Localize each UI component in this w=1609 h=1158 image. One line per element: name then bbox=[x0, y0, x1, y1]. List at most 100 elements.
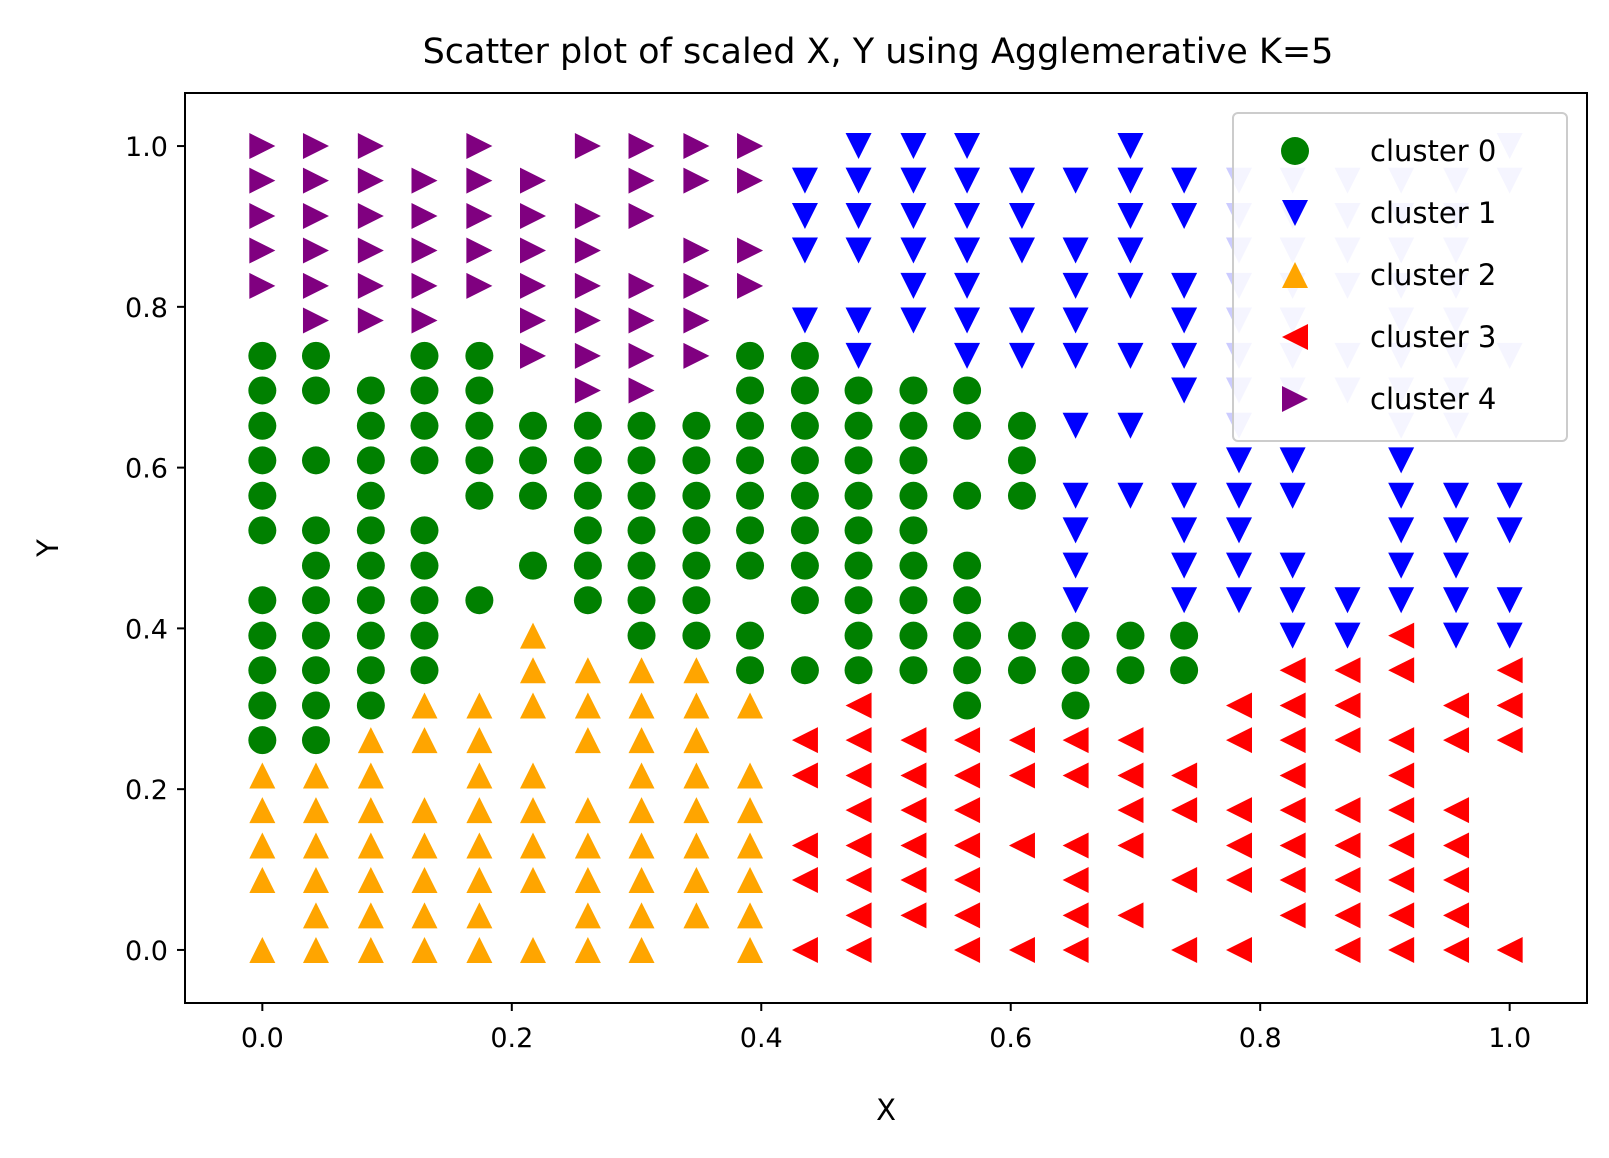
point-cluster-0 bbox=[627, 516, 656, 545]
point-cluster-1 bbox=[845, 237, 872, 264]
point-cluster-0 bbox=[248, 481, 277, 510]
point-cluster-2 bbox=[466, 797, 493, 824]
point-cluster-1 bbox=[1008, 202, 1035, 229]
point-cluster-1 bbox=[845, 342, 872, 369]
point-cluster-4 bbox=[628, 342, 655, 369]
point-cluster-3 bbox=[1496, 936, 1523, 963]
point-cluster-3 bbox=[1443, 902, 1470, 929]
point-cluster-0 bbox=[248, 691, 277, 720]
point-cluster-0 bbox=[356, 551, 385, 580]
point-cluster-4 bbox=[520, 202, 547, 229]
point-cluster-0 bbox=[899, 481, 928, 510]
point-cluster-4 bbox=[302, 272, 329, 299]
point-cluster-0 bbox=[410, 341, 439, 370]
point-cluster-3 bbox=[791, 727, 818, 754]
point-cluster-4 bbox=[411, 237, 438, 264]
point-cluster-1 bbox=[1225, 587, 1252, 614]
point-cluster-2 bbox=[302, 797, 329, 824]
point-cluster-4 bbox=[520, 237, 547, 264]
point-cluster-0 bbox=[844, 656, 873, 685]
point-cluster-4 bbox=[466, 237, 493, 264]
point-cluster-0 bbox=[301, 726, 330, 755]
point-cluster-2 bbox=[574, 727, 601, 754]
point-cluster-3 bbox=[1117, 832, 1144, 859]
point-cluster-4 bbox=[249, 202, 276, 229]
point-cluster-2 bbox=[737, 902, 764, 929]
point-cluster-0 bbox=[1116, 656, 1145, 685]
point-cluster-2 bbox=[357, 832, 384, 859]
point-cluster-3 bbox=[1117, 797, 1144, 824]
point-cluster-3 bbox=[1117, 902, 1144, 929]
point-cluster-4 bbox=[683, 237, 710, 264]
y-axis-label: Y bbox=[31, 539, 65, 558]
point-cluster-4 bbox=[628, 377, 655, 404]
point-cluster-4 bbox=[357, 307, 384, 334]
point-cluster-0 bbox=[410, 446, 439, 475]
point-cluster-3 bbox=[1008, 936, 1035, 963]
point-cluster-2 bbox=[574, 902, 601, 929]
point-cluster-0 bbox=[627, 446, 656, 475]
point-cluster-1 bbox=[1279, 447, 1306, 474]
point-cluster-3 bbox=[954, 762, 981, 789]
point-cluster-2 bbox=[683, 762, 710, 789]
point-cluster-0 bbox=[248, 411, 277, 440]
point-cluster-3 bbox=[1062, 832, 1089, 859]
point-cluster-0 bbox=[736, 341, 765, 370]
point-cluster-2 bbox=[737, 832, 764, 859]
point-cluster-1 bbox=[1279, 587, 1306, 614]
point-cluster-2 bbox=[628, 762, 655, 789]
point-cluster-0 bbox=[301, 341, 330, 370]
point-cluster-1 bbox=[1171, 377, 1198, 404]
point-cluster-3 bbox=[1388, 622, 1415, 649]
point-cluster-0 bbox=[410, 516, 439, 545]
point-cluster-0 bbox=[953, 621, 982, 650]
point-cluster-3 bbox=[1225, 727, 1252, 754]
point-cluster-3 bbox=[1062, 902, 1089, 929]
point-cluster-4 bbox=[357, 237, 384, 264]
point-cluster-3 bbox=[1388, 867, 1415, 894]
point-cluster-4 bbox=[411, 167, 438, 194]
point-cluster-0 bbox=[356, 621, 385, 650]
point-cluster-2 bbox=[411, 727, 438, 754]
point-cluster-2 bbox=[683, 727, 710, 754]
y-tick-label: 0.2 bbox=[125, 775, 168, 806]
point-cluster-1 bbox=[900, 202, 927, 229]
point-cluster-2 bbox=[628, 936, 655, 963]
point-cluster-0 bbox=[573, 551, 602, 580]
point-cluster-3 bbox=[1171, 762, 1198, 789]
point-cluster-3 bbox=[1062, 762, 1089, 789]
point-cluster-0 bbox=[736, 376, 765, 405]
point-cluster-0 bbox=[573, 481, 602, 510]
point-cluster-0 bbox=[1170, 656, 1199, 685]
point-cluster-0 bbox=[844, 481, 873, 510]
point-cluster-0 bbox=[953, 551, 982, 580]
point-cluster-3 bbox=[845, 902, 872, 929]
point-cluster-4 bbox=[574, 307, 601, 334]
point-cluster-2 bbox=[683, 867, 710, 894]
point-cluster-1 bbox=[1062, 167, 1089, 194]
legend-marker bbox=[1282, 262, 1308, 288]
point-cluster-2 bbox=[302, 867, 329, 894]
point-cluster-1 bbox=[1171, 272, 1198, 299]
point-cluster-0 bbox=[899, 586, 928, 615]
point-cluster-0 bbox=[573, 586, 602, 615]
point-cluster-1 bbox=[1496, 587, 1523, 614]
point-cluster-3 bbox=[1388, 936, 1415, 963]
point-cluster-0 bbox=[410, 376, 439, 405]
point-cluster-3 bbox=[1279, 762, 1306, 789]
point-cluster-1 bbox=[1225, 552, 1252, 579]
point-cluster-0 bbox=[899, 446, 928, 475]
point-cluster-1 bbox=[1225, 517, 1252, 544]
legend-label: cluster 0 bbox=[1370, 134, 1496, 168]
point-cluster-3 bbox=[900, 832, 927, 859]
point-cluster-1 bbox=[954, 237, 981, 264]
point-cluster-4 bbox=[357, 167, 384, 194]
point-cluster-1 bbox=[1008, 307, 1035, 334]
point-cluster-2 bbox=[628, 832, 655, 859]
point-cluster-3 bbox=[1388, 797, 1415, 824]
point-cluster-2 bbox=[737, 692, 764, 719]
point-cluster-0 bbox=[301, 691, 330, 720]
point-cluster-0 bbox=[1061, 621, 1090, 650]
point-cluster-0 bbox=[301, 621, 330, 650]
